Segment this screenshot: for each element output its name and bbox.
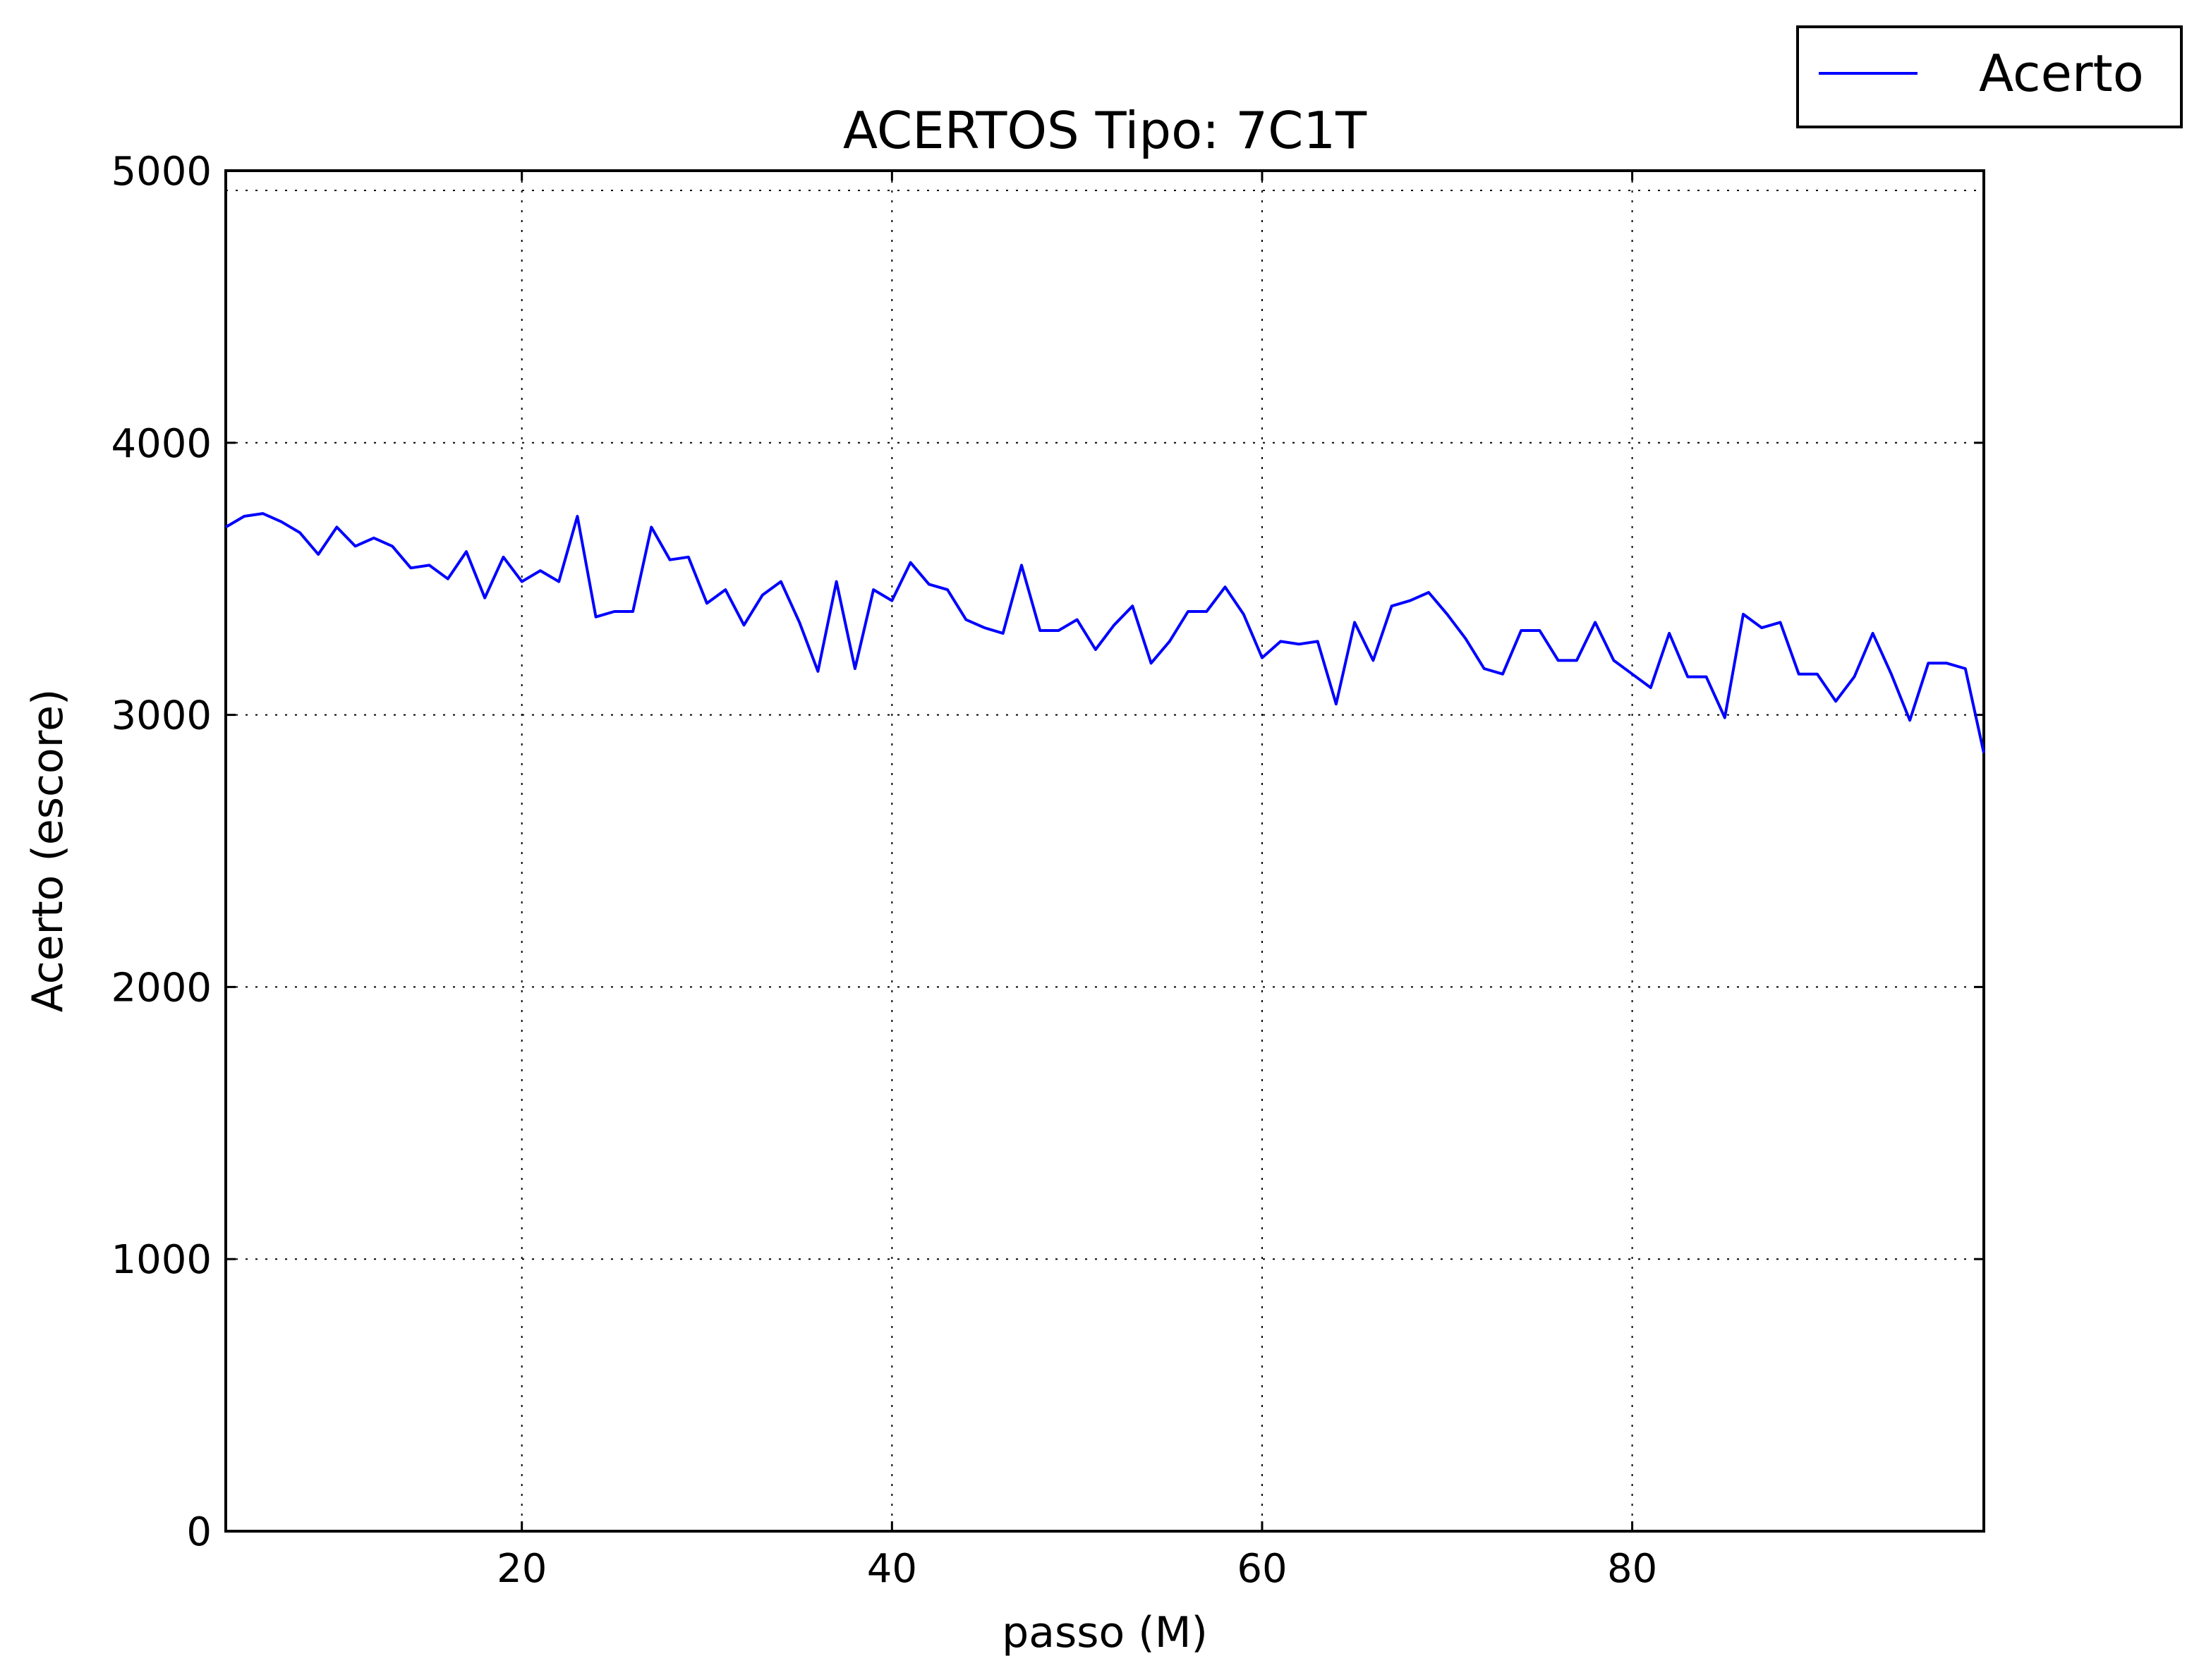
x-tick-label: 80 xyxy=(1607,1546,1657,1592)
y-tick-label: 1000 xyxy=(111,1237,212,1283)
chart-title: ACERTOS Tipo: 7C1T xyxy=(843,101,1367,160)
x-tick-label: 20 xyxy=(497,1546,547,1592)
tick-labels: 20 40 60 80 0 1000 2000 3000 4000 5000 xyxy=(111,149,1657,1592)
y-tick-label: 0 xyxy=(186,1509,212,1555)
gridlines xyxy=(226,171,1984,1531)
y-tick-label: 4000 xyxy=(111,421,212,467)
x-tick-label: 40 xyxy=(867,1546,917,1592)
x-tick-label: 60 xyxy=(1237,1546,1287,1592)
legend-box xyxy=(1796,25,2183,128)
legend-label-acerto: Acerto xyxy=(1979,44,2144,103)
y-axis-label: Acerto (escore) xyxy=(23,689,73,1013)
y-tick-label: 2000 xyxy=(111,965,212,1011)
series-layer xyxy=(224,512,1985,754)
x-axis-label: passo (M) xyxy=(1002,1608,1208,1657)
y-tick-label: 3000 xyxy=(111,693,212,739)
legend: Acerto xyxy=(1796,25,2183,128)
axis-ticks xyxy=(226,169,1984,1533)
series-line-acerto xyxy=(224,512,1985,754)
y-tick-label: 5000 xyxy=(111,149,212,195)
plot-area-frame xyxy=(224,169,1985,1533)
